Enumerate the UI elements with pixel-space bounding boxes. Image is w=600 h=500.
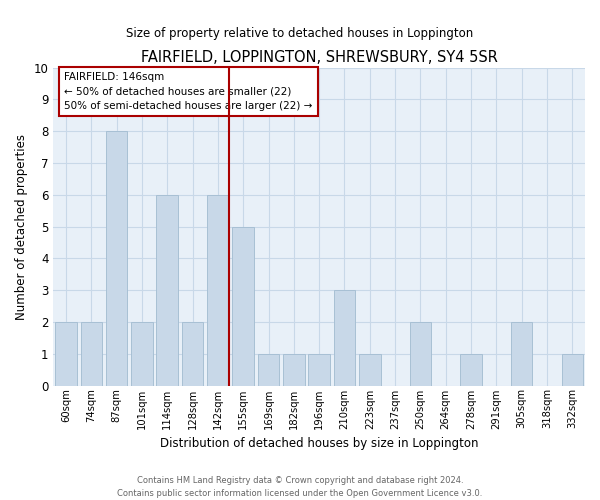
Title: FAIRFIELD, LOPPINGTON, SHREWSBURY, SY4 5SR: FAIRFIELD, LOPPINGTON, SHREWSBURY, SY4 5… xyxy=(141,50,497,65)
Bar xyxy=(232,226,254,386)
Bar xyxy=(410,322,431,386)
Bar xyxy=(511,322,532,386)
Bar xyxy=(106,131,127,386)
Bar xyxy=(283,354,305,386)
Bar xyxy=(359,354,380,386)
Bar xyxy=(308,354,330,386)
Bar xyxy=(157,194,178,386)
Bar xyxy=(460,354,482,386)
Y-axis label: Number of detached properties: Number of detached properties xyxy=(15,134,28,320)
Text: FAIRFIELD: 146sqm
← 50% of detached houses are smaller (22)
50% of semi-detached: FAIRFIELD: 146sqm ← 50% of detached hous… xyxy=(64,72,313,111)
Bar xyxy=(207,194,229,386)
Bar xyxy=(131,322,152,386)
Bar xyxy=(562,354,583,386)
Bar xyxy=(334,290,355,386)
Bar xyxy=(55,322,77,386)
Bar xyxy=(80,322,102,386)
Bar xyxy=(258,354,279,386)
Bar xyxy=(182,322,203,386)
Text: Size of property relative to detached houses in Loppington: Size of property relative to detached ho… xyxy=(127,28,473,40)
Text: Contains HM Land Registry data © Crown copyright and database right 2024.
Contai: Contains HM Land Registry data © Crown c… xyxy=(118,476,482,498)
X-axis label: Distribution of detached houses by size in Loppington: Distribution of detached houses by size … xyxy=(160,437,478,450)
